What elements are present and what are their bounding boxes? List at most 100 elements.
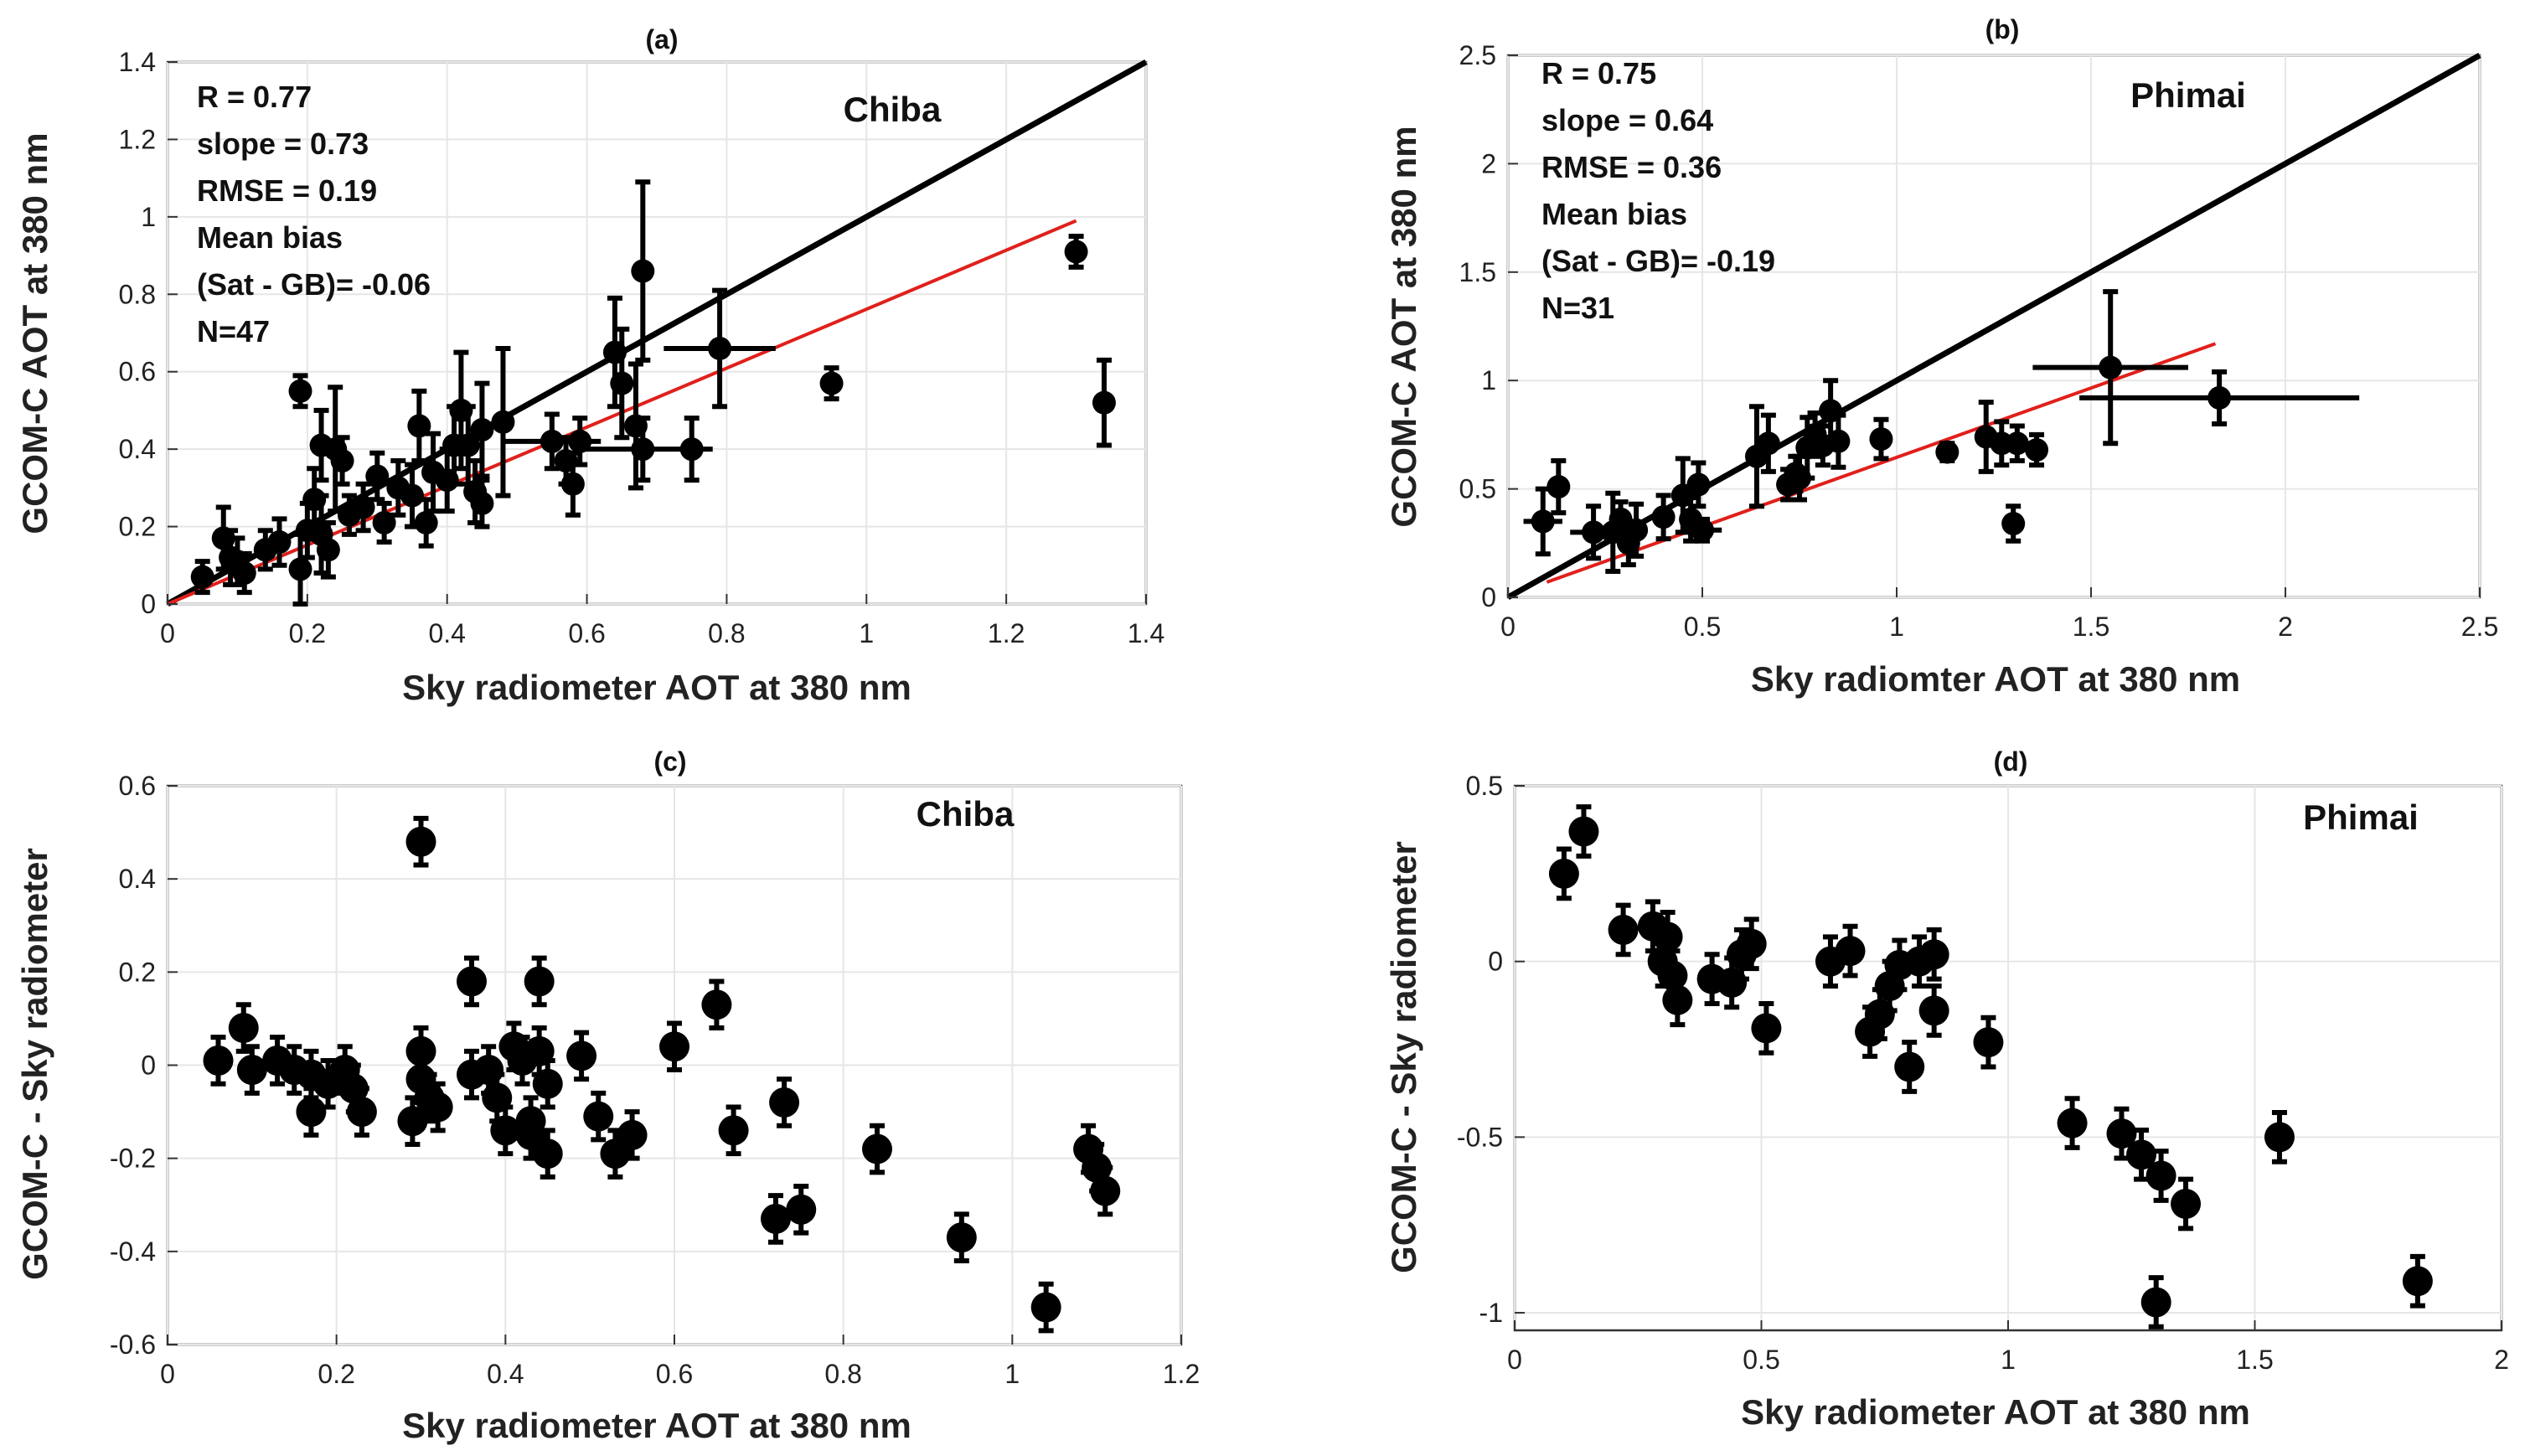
panel-c-point-2-marker	[236, 1055, 267, 1086]
panel-a-point-46-marker	[219, 545, 243, 570]
panel-c-xtick-label-5: 1	[1004, 1359, 1020, 1389]
panel-c-point-25	[515, 1095, 546, 1147]
panel-c-point-29-marker	[532, 1138, 563, 1169]
panel-d-point-24	[2057, 1096, 2088, 1150]
panel-c-point-37-marker	[761, 1203, 791, 1234]
panel-a-point-46	[219, 528, 243, 587]
panel-a-point-45-marker	[365, 464, 390, 488]
panel-b-point-21-marker	[1826, 429, 1851, 453]
panel-c-point-6	[296, 1086, 327, 1138]
panel-c-point-2	[236, 1044, 267, 1096]
panel-c-point-14	[405, 815, 436, 868]
panel-a-xtick-label-0: 0	[160, 618, 175, 648]
panel-a-point-3-marker	[232, 561, 256, 586]
panel-a-stat-r: R = 0.77	[197, 80, 312, 114]
panel-a-xtick-label-2: 0.4	[428, 618, 465, 648]
panel-b-point-30-marker	[2207, 385, 2232, 410]
panel-c-point-38	[769, 1077, 800, 1128]
panel-a-ytick-label-5: 1	[141, 202, 156, 232]
panel-c-point-34	[659, 1020, 689, 1073]
panel-d-xtick-label-4: 2	[2494, 1345, 2509, 1375]
panel-d-point-14	[1835, 923, 1866, 978]
panel-b-xlabel: Sky radiomter AOT at 380 nm	[1751, 659, 2240, 699]
panel-d-ytick-label-3: 0.5	[1466, 771, 1503, 801]
panel-c-point-33	[617, 1109, 648, 1161]
panel-a-point-40	[819, 365, 844, 402]
panel-b-point-1	[1546, 457, 1571, 516]
panel-a-point-35	[610, 326, 634, 441]
panel-c-xtick-label-6: 1.2	[1163, 1359, 1200, 1389]
panel-a-point-19	[407, 388, 431, 464]
panel-d-point-23-marker	[1973, 1027, 2004, 1058]
panel-c-ytick-label-4: 0.2	[119, 957, 156, 987]
panel-a-stat-slope: slope = 0.73	[197, 126, 369, 161]
panel-d-ytick-label-2: 0	[1488, 947, 1503, 977]
panel-a-point-19-marker	[407, 414, 431, 438]
panel-b-point-23	[1935, 440, 1960, 464]
panel-a-xtick-label-4: 0.8	[708, 618, 745, 648]
panel-c-point-33-marker	[617, 1119, 648, 1150]
panel-c-point-40	[862, 1123, 892, 1175]
panel-a-point-10	[309, 407, 333, 483]
panel-a-point-5	[267, 516, 292, 568]
panel-a-xlabel: Sky radiometer AOT at 380 nm	[402, 668, 911, 707]
panel-a-xtick-label-6: 1.2	[988, 618, 1025, 648]
panel-b-point-6	[1624, 501, 1649, 559]
panel-b-xtick-label-2: 1	[1889, 612, 1904, 642]
panel-a-point-28-marker	[470, 418, 494, 442]
panel-d-point-22	[1918, 984, 1949, 1038]
panel-c-point-45	[1090, 1164, 1121, 1217]
panel-c-point-21	[490, 1104, 521, 1157]
panel-d: (d) 0 0.5 1 1.5 2 -1 -0.5 0 0.5 Phimai Sky radio…	[1384, 746, 2509, 1432]
panel-d-point-12-marker	[1751, 1013, 1782, 1044]
panel-c-xtick-label-2: 0.4	[487, 1359, 524, 1389]
panel-b-stat-slope: slope = 0.64	[1541, 103, 1713, 137]
panel-a-ytick-label-2: 0.4	[119, 434, 156, 464]
panel-c-point-28	[532, 1057, 563, 1110]
panel-a-point-20	[414, 497, 438, 549]
panel-b-one-to-one-line	[1506, 52, 2481, 601]
panel-a-xtick-label-3: 0.6	[568, 618, 605, 648]
panel-d-point-25	[2106, 1106, 2137, 1161]
panel-a-point-43	[572, 416, 713, 483]
panel-a-point-27-marker	[470, 491, 494, 515]
panel-b-point-6-marker	[1624, 518, 1649, 542]
panel-a-ytick-label-3: 0.6	[119, 357, 156, 387]
panel-d-point-28-marker	[2145, 1160, 2176, 1191]
panel-d-point-1	[1568, 804, 1599, 859]
panel-c-point-36	[718, 1104, 749, 1157]
panel-b-title: (b)	[1985, 14, 2020, 44]
panel-d-point-29-marker	[2171, 1189, 2202, 1220]
panel-d-xtick-label-3: 1.5	[2236, 1345, 2273, 1375]
panel-b-ytick-label-2: 1	[1481, 365, 1496, 395]
panel-b-data	[1506, 52, 2481, 601]
panel-b-point-22	[1869, 416, 1893, 462]
panel-c: (c) 0 0.2 0.4 0.6 0.8 1 1.2 -0.6 -0.4 -0.2 0 0.2 0.4…	[15, 746, 1200, 1445]
panel-d-point-13	[1815, 934, 1846, 989]
panel-b-stat-meanbias: Mean bias	[1541, 197, 1687, 231]
panel-d-ytick-label-1: -0.5	[1457, 1122, 1503, 1152]
panel-b-point-7-marker	[1651, 505, 1676, 529]
panel-b-xtick-label-3: 1.5	[2073, 612, 2109, 642]
panel-a-point-43-marker	[631, 437, 655, 462]
panel-d-ytick-label-0: -1	[1479, 1298, 1503, 1328]
panel-c-point-17	[457, 955, 487, 1008]
panel-d-data	[1548, 804, 2433, 1330]
panel-d-point-25-marker	[2106, 1118, 2137, 1149]
panel-d-point-0	[1548, 846, 1579, 901]
panel-a-ytick-label-1: 0.2	[119, 512, 156, 542]
panel-a-ytick-label-7: 1.4	[119, 47, 156, 77]
panel-a-point-29-marker	[491, 410, 515, 434]
panel-c-point-30	[566, 1030, 597, 1082]
panel-a-point-38	[664, 287, 776, 410]
panel-a-point-13-marker	[330, 449, 354, 473]
panel-b-stat-rmse: RMSE = 0.36	[1541, 150, 1722, 184]
panel-d-point-31-marker	[2402, 1266, 2433, 1297]
panel-a-point-32-marker	[560, 472, 585, 496]
panel-c-point-42-marker	[1030, 1292, 1061, 1323]
panel-c-point-42	[1030, 1281, 1061, 1334]
panel-c-point-0	[203, 1035, 234, 1087]
panel-a-point-7-marker	[288, 557, 312, 581]
panel-c-point-21-marker	[490, 1115, 521, 1146]
